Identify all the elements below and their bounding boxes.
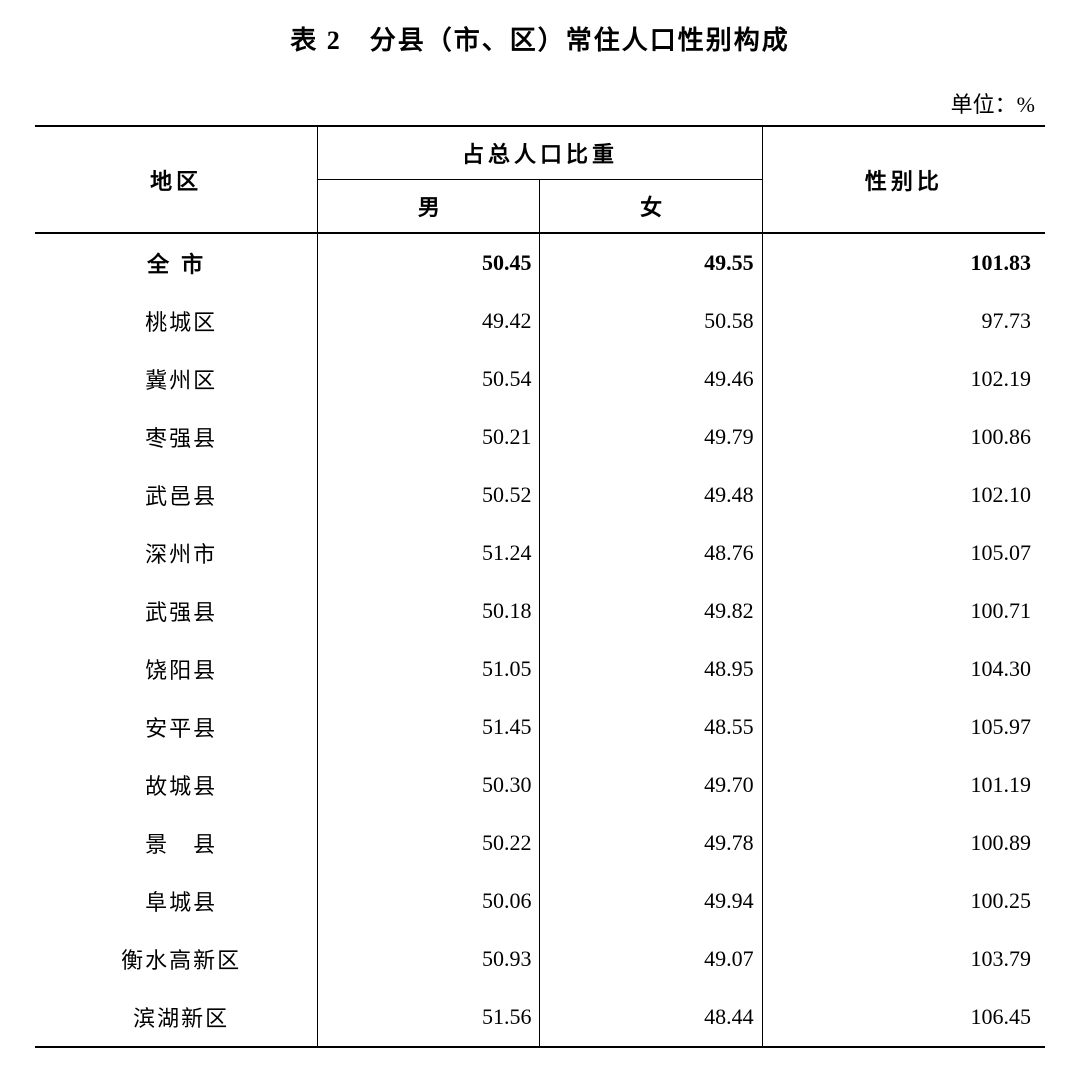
cell-male: 50.22 xyxy=(318,814,540,872)
cell-region: 安平县 xyxy=(35,698,318,756)
table-row: 衡水高新区50.9349.07103.79 xyxy=(35,930,1045,988)
cell-female: 48.76 xyxy=(540,524,762,582)
cell-male: 51.56 xyxy=(318,988,540,1047)
cell-ratio: 100.86 xyxy=(762,408,1045,466)
cell-male: 51.45 xyxy=(318,698,540,756)
cell-female: 49.82 xyxy=(540,582,762,640)
table-title: 表 2 分县（市、区）常住人口性别构成 xyxy=(35,20,1045,57)
cell-female: 49.78 xyxy=(540,814,762,872)
col-header-ratio: 性别比 xyxy=(762,126,1045,233)
cell-region: 滨湖新区 xyxy=(35,988,318,1047)
cell-female: 49.79 xyxy=(540,408,762,466)
cell-female: 48.95 xyxy=(540,640,762,698)
cell-region: 阜城县 xyxy=(35,872,318,930)
table-row: 深州市51.2448.76105.07 xyxy=(35,524,1045,582)
cell-region: 武邑县 xyxy=(35,466,318,524)
cell-ratio: 103.79 xyxy=(762,930,1045,988)
cell-ratio: 101.83 xyxy=(762,233,1045,292)
cell-female: 49.70 xyxy=(540,756,762,814)
cell-region: 饶阳县 xyxy=(35,640,318,698)
table-body: 全市 50.45 49.55 101.83 桃城区49.4250.5897.73… xyxy=(35,233,1045,1047)
cell-male: 50.93 xyxy=(318,930,540,988)
cell-ratio: 100.71 xyxy=(762,582,1045,640)
cell-male: 50.21 xyxy=(318,408,540,466)
cell-male: 50.18 xyxy=(318,582,540,640)
cell-ratio: 106.45 xyxy=(762,988,1045,1047)
table-row: 饶阳县51.0548.95104.30 xyxy=(35,640,1045,698)
cell-male: 51.05 xyxy=(318,640,540,698)
cell-ratio: 100.89 xyxy=(762,814,1045,872)
cell-ratio: 102.19 xyxy=(762,350,1045,408)
cell-female: 49.07 xyxy=(540,930,762,988)
population-table: 地区 占总人口比重 性别比 男 女 全市 50.45 49.55 101.83 … xyxy=(35,125,1045,1048)
cell-male: 50.45 xyxy=(318,233,540,292)
cell-female: 49.48 xyxy=(540,466,762,524)
cell-male: 50.52 xyxy=(318,466,540,524)
table-row: 景 县50.2249.78100.89 xyxy=(35,814,1045,872)
table-row-total: 全市 50.45 49.55 101.83 xyxy=(35,233,1045,292)
cell-ratio: 101.19 xyxy=(762,756,1045,814)
cell-female: 49.94 xyxy=(540,872,762,930)
cell-region: 枣强县 xyxy=(35,408,318,466)
cell-ratio: 105.97 xyxy=(762,698,1045,756)
cell-female: 50.58 xyxy=(540,292,762,350)
cell-ratio: 97.73 xyxy=(762,292,1045,350)
cell-male: 49.42 xyxy=(318,292,540,350)
cell-region: 武强县 xyxy=(35,582,318,640)
col-header-proportion: 占总人口比重 xyxy=(318,126,762,180)
cell-female: 49.46 xyxy=(540,350,762,408)
table-row: 故城县50.3049.70101.19 xyxy=(35,756,1045,814)
cell-female: 48.44 xyxy=(540,988,762,1047)
cell-ratio: 102.10 xyxy=(762,466,1045,524)
table-row: 武强县50.1849.82100.71 xyxy=(35,582,1045,640)
cell-ratio: 105.07 xyxy=(762,524,1045,582)
table-row: 安平县51.4548.55105.97 xyxy=(35,698,1045,756)
cell-female: 49.55 xyxy=(540,233,762,292)
cell-male: 51.24 xyxy=(318,524,540,582)
table-row: 桃城区49.4250.5897.73 xyxy=(35,292,1045,350)
cell-region: 全市 xyxy=(35,233,318,292)
col-header-male: 男 xyxy=(318,180,540,234)
cell-male: 50.54 xyxy=(318,350,540,408)
cell-ratio: 104.30 xyxy=(762,640,1045,698)
table-row: 枣强县50.2149.79100.86 xyxy=(35,408,1045,466)
cell-male: 50.30 xyxy=(318,756,540,814)
cell-female: 48.55 xyxy=(540,698,762,756)
table-row: 阜城县50.0649.94100.25 xyxy=(35,872,1045,930)
cell-region: 冀州区 xyxy=(35,350,318,408)
col-header-female: 女 xyxy=(540,180,762,234)
table-row: 滨湖新区51.5648.44106.45 xyxy=(35,988,1045,1047)
cell-region: 景 县 xyxy=(35,814,318,872)
cell-region: 衡水高新区 xyxy=(35,930,318,988)
unit-label: 单位：% xyxy=(35,87,1045,119)
table-row: 武邑县50.5249.48102.10 xyxy=(35,466,1045,524)
table-row: 冀州区50.5449.46102.19 xyxy=(35,350,1045,408)
cell-region: 桃城区 xyxy=(35,292,318,350)
cell-male: 50.06 xyxy=(318,872,540,930)
cell-region: 故城县 xyxy=(35,756,318,814)
cell-region: 深州市 xyxy=(35,524,318,582)
col-header-region: 地区 xyxy=(35,126,318,233)
cell-ratio: 100.25 xyxy=(762,872,1045,930)
